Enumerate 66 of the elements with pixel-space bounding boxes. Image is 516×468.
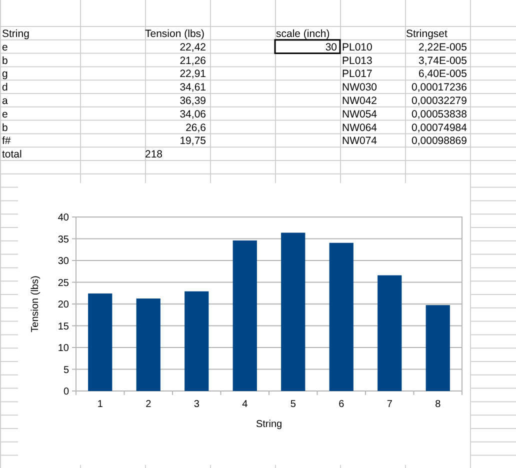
text: PL010 [342,41,373,54]
text: NW030 [342,82,378,94]
y-tick-label: 15 [58,321,70,332]
text: 3,74E-005 [418,54,468,67]
text: 0,00032279 [412,95,468,107]
text: scale (inch) [276,28,330,40]
text: PL017 [342,68,373,80]
text: g [2,68,8,80]
text: b [2,122,8,134]
text: 36,39 [180,95,206,107]
text: 2,22E-005 [418,41,468,54]
bar [281,232,306,391]
bar [232,240,257,391]
text: 0,00074984 [412,122,468,134]
text: a [2,95,8,107]
bar [426,305,450,391]
x-tick-label: 6 [338,399,345,410]
text: d [2,82,8,94]
text: 0,00017236 [412,82,468,94]
text: 26,6 [186,122,206,134]
text: e [2,108,8,120]
x-tick-label: 8 [435,399,442,410]
y-tick-label: 20 [58,300,70,310]
text: e [2,41,8,54]
text: 21,26 [180,54,206,67]
text: 34,06 [180,108,206,120]
text: Stringset [406,28,448,40]
bar [329,242,354,391]
text: 0,00053838 [412,108,468,120]
text: 19,75 [180,135,206,148]
text: NW054 [342,108,378,120]
bar [378,275,402,391]
bar [184,291,209,391]
x-tick-label: 1 [97,399,104,410]
x-tick-label: 4 [242,399,248,410]
text: NW042 [342,95,378,107]
x-tick-label: 2 [146,399,152,410]
text: f# [2,135,11,148]
y-tick-label: 25 [58,278,70,289]
y-tick-label: 10 [58,343,70,354]
text: 6,40E-005 [418,68,468,80]
x-tick-label: 5 [290,399,296,410]
text: NW074 [342,135,378,148]
y-axis-title: Tension (lbs) [30,276,41,332]
text: 218 [145,148,163,161]
text: 22,42 [180,41,206,54]
y-tick-label: 5 [63,364,70,376]
text: b [2,54,8,67]
text: 22,91 [180,68,206,80]
text: PL013 [342,54,373,67]
text: Tension (lbs) [145,28,205,40]
x-tick-label: 7 [386,399,393,410]
x-tick-label: 3 [194,399,200,410]
y-tick-label: 30 [58,256,70,267]
text: 0,00098869 [412,135,468,148]
x-axis-title: String [256,419,282,430]
y-tick-label: 35 [58,234,70,246]
bar [136,298,160,391]
text: total [2,148,22,161]
bar [88,293,112,391]
y-tick-label: 40 [58,212,70,224]
text: 34,61 [180,82,206,94]
text: 30 [325,41,338,54]
y-tick-label: 0 [63,386,70,398]
text: NW064 [342,122,378,134]
text: String [2,28,30,40]
